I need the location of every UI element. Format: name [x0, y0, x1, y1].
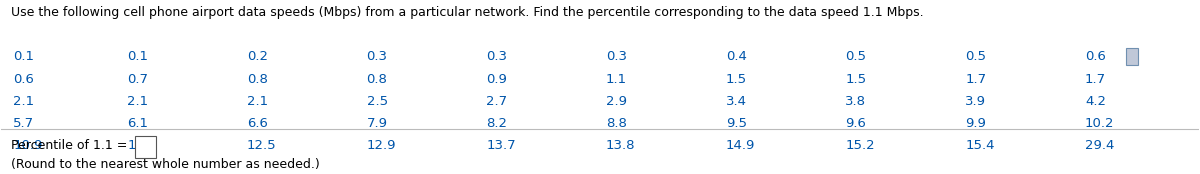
- Text: 29.4: 29.4: [1085, 139, 1115, 152]
- Text: 0.3: 0.3: [486, 50, 508, 64]
- Text: 8.2: 8.2: [486, 117, 508, 130]
- Text: 10.9: 10.9: [127, 139, 156, 152]
- Text: 1.1: 1.1: [606, 73, 628, 86]
- Text: 1.7: 1.7: [1085, 73, 1106, 86]
- Text: 0.3: 0.3: [606, 50, 626, 64]
- Text: 0.8: 0.8: [366, 73, 388, 86]
- Text: 0.6: 0.6: [13, 73, 35, 86]
- Text: 0.4: 0.4: [726, 50, 746, 64]
- Text: 12.9: 12.9: [366, 139, 396, 152]
- Text: 13.7: 13.7: [486, 139, 516, 152]
- Text: 2.1: 2.1: [13, 95, 35, 108]
- Text: 10.2: 10.2: [1085, 117, 1115, 130]
- Text: 0.1: 0.1: [127, 50, 148, 64]
- Text: Use the following cell phone airport data speeds (Mbps) from a particular networ: Use the following cell phone airport dat…: [11, 6, 924, 19]
- Text: 14.9: 14.9: [726, 139, 755, 152]
- Text: 10.9: 10.9: [13, 139, 43, 152]
- Text: 3.4: 3.4: [726, 95, 746, 108]
- Text: Percentile of 1.1 =: Percentile of 1.1 =: [11, 139, 127, 152]
- Text: 9.6: 9.6: [846, 117, 866, 130]
- Text: 8.8: 8.8: [606, 117, 626, 130]
- Text: 2.1: 2.1: [127, 95, 149, 108]
- Text: 12.5: 12.5: [247, 139, 276, 152]
- Text: 1.5: 1.5: [846, 73, 866, 86]
- Text: 2.9: 2.9: [606, 95, 626, 108]
- Text: 0.2: 0.2: [247, 50, 268, 64]
- Text: 2.5: 2.5: [366, 95, 388, 108]
- Text: 6.1: 6.1: [127, 117, 148, 130]
- Text: 1.5: 1.5: [726, 73, 746, 86]
- Text: 1.7: 1.7: [965, 73, 986, 86]
- Text: 9.9: 9.9: [965, 117, 986, 130]
- Text: 0.9: 0.9: [486, 73, 508, 86]
- Text: 13.8: 13.8: [606, 139, 636, 152]
- Text: 15.2: 15.2: [846, 139, 875, 152]
- Text: 0.6: 0.6: [1085, 50, 1105, 64]
- Text: 2.1: 2.1: [247, 95, 268, 108]
- Text: 5.7: 5.7: [13, 117, 35, 130]
- Text: (Round to the nearest whole number as needed.): (Round to the nearest whole number as ne…: [11, 159, 319, 171]
- Text: 15.4: 15.4: [965, 139, 995, 152]
- Text: 7.9: 7.9: [366, 117, 388, 130]
- Text: 3.8: 3.8: [846, 95, 866, 108]
- Text: 9.5: 9.5: [726, 117, 746, 130]
- Text: 0.8: 0.8: [247, 73, 268, 86]
- Text: 0.1: 0.1: [13, 50, 35, 64]
- Text: 0.5: 0.5: [846, 50, 866, 64]
- Text: 0.7: 0.7: [127, 73, 148, 86]
- Text: 6.6: 6.6: [247, 117, 268, 130]
- Text: 0.3: 0.3: [366, 50, 388, 64]
- Text: 4.2: 4.2: [1085, 95, 1106, 108]
- Text: 2.7: 2.7: [486, 95, 508, 108]
- Text: 3.9: 3.9: [965, 95, 986, 108]
- Text: 0.5: 0.5: [965, 50, 986, 64]
